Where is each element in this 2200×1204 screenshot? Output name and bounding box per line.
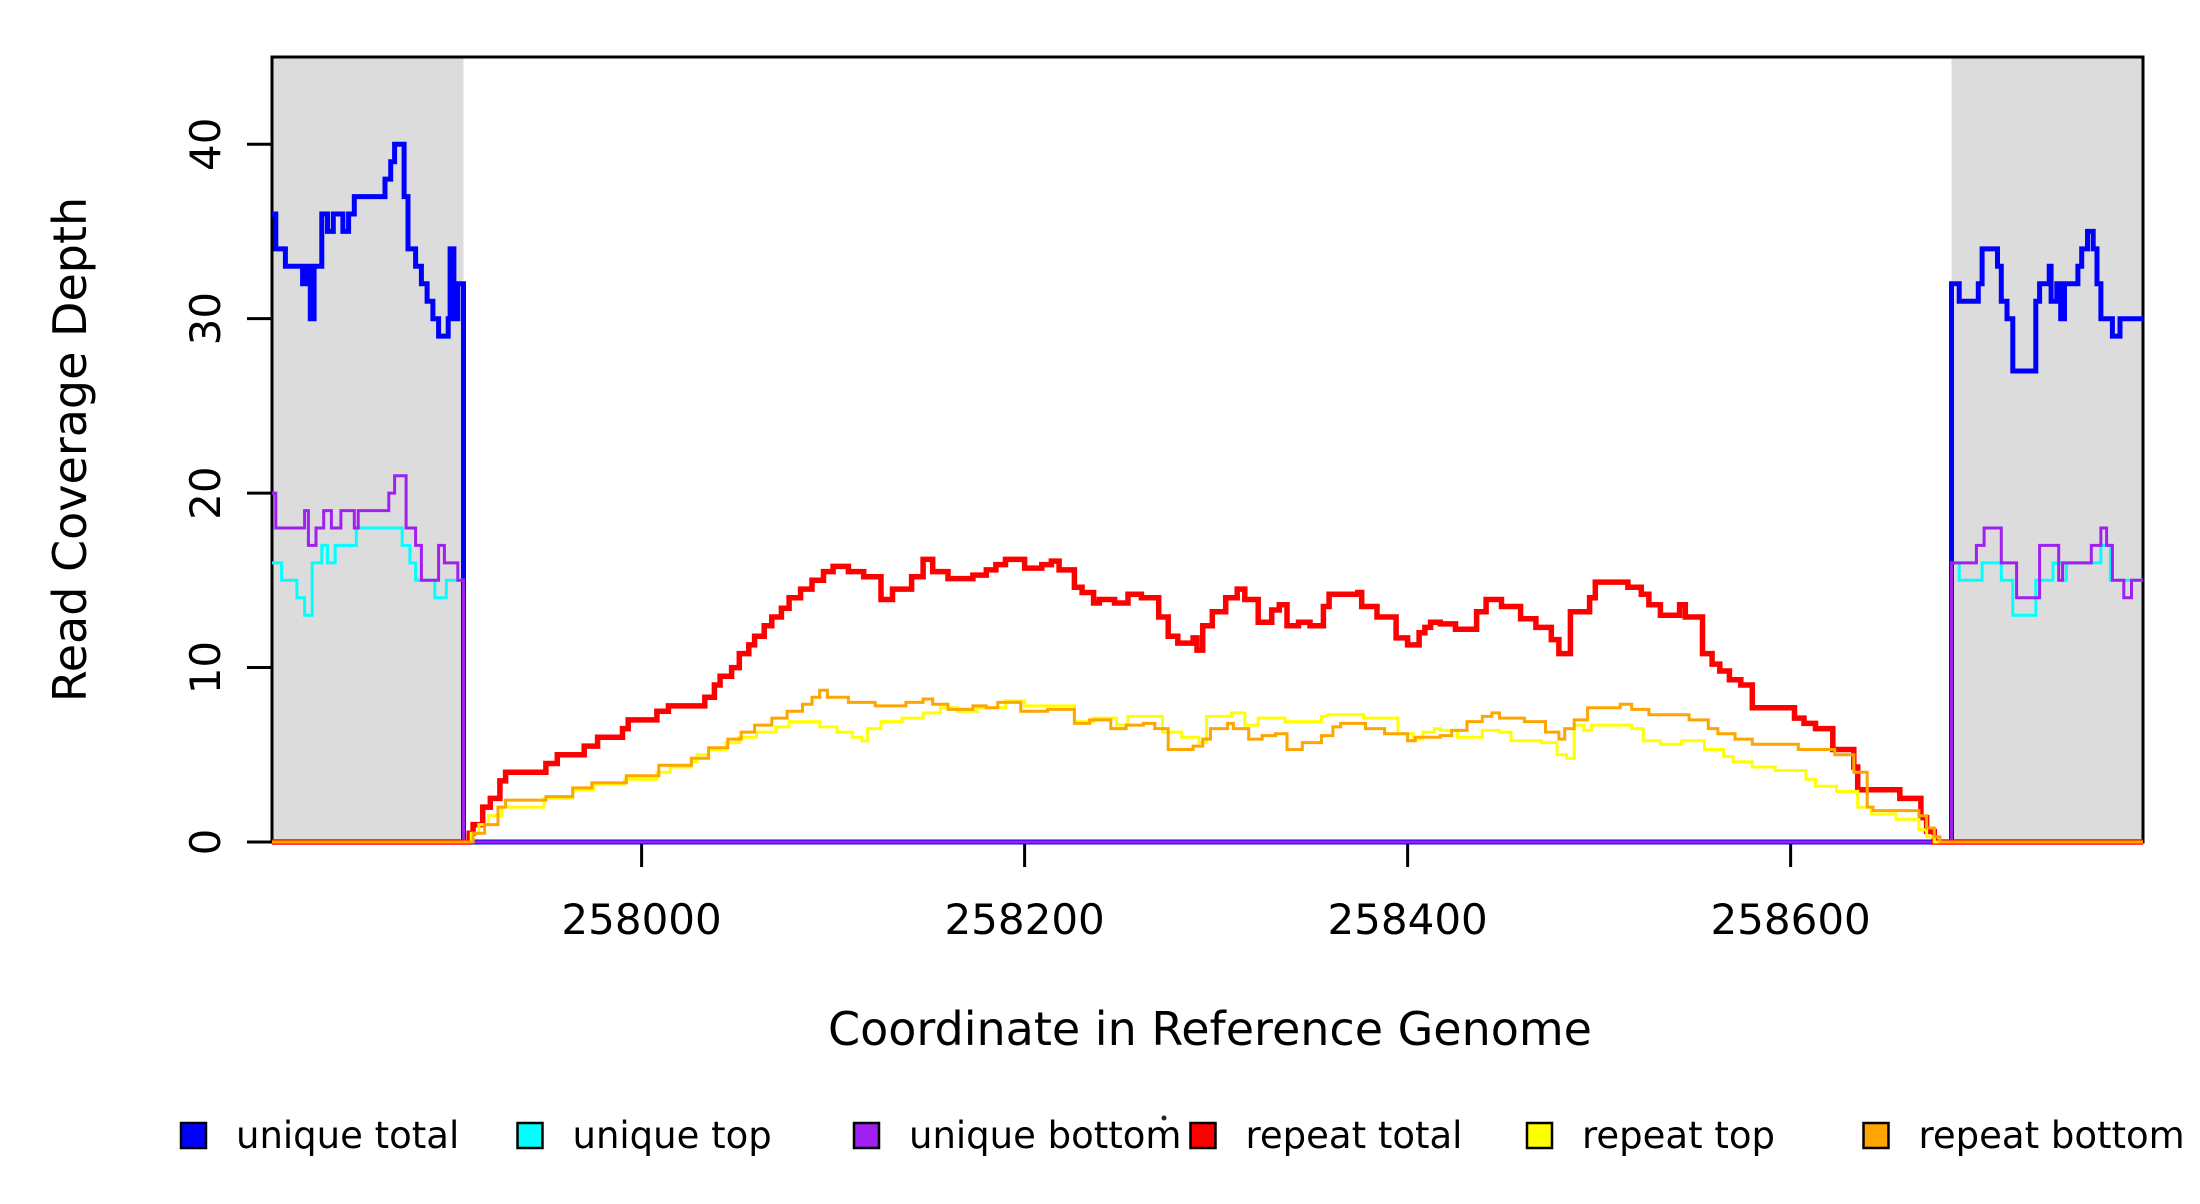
legend-label: repeat top — [1582, 1114, 1775, 1157]
legend-label: repeat bottom — [1919, 1114, 2185, 1157]
x-axis-title: Coordinate in Reference Genome — [828, 1002, 1592, 1056]
y-tick-label: 20 — [181, 466, 230, 519]
legend-label: unique total — [236, 1114, 459, 1157]
y-tick-label: 30 — [181, 292, 230, 345]
shaded-band-0 — [272, 57, 464, 842]
legend-swatch-unique-top — [516, 1121, 544, 1150]
legend-item-unique-top: unique top — [516, 1114, 772, 1157]
x-tick-label: 258400 — [1327, 895, 1487, 944]
y-axis-title: Read Coverage Depth — [43, 197, 97, 702]
legend-label: unique top — [573, 1114, 772, 1157]
series-repeat-top — [272, 699, 2143, 844]
x-tick-label: 258200 — [944, 895, 1104, 944]
legend-swatch-repeat-top — [1525, 1121, 1554, 1150]
x-tick-label: 258000 — [561, 895, 721, 944]
series-unique-bottom — [272, 474, 2143, 844]
y-tick-label: 0 — [181, 829, 230, 856]
legend-swatch-repeat-bottom — [1862, 1121, 1890, 1150]
legend-item-unique-total: unique total — [179, 1114, 459, 1157]
legend-item-unique-bottom: unique bottom — [852, 1114, 1181, 1157]
legend-label: repeat total — [1246, 1114, 1463, 1157]
series-unique-total — [272, 141, 2143, 845]
legend-item-repeat-top: repeat top — [1525, 1114, 1775, 1157]
legend-swatch-unique-total — [179, 1121, 208, 1150]
legend-label: unique bottom — [909, 1114, 1181, 1157]
legend-swatch-repeat-total — [1189, 1121, 1217, 1150]
y-tick-label: 10 — [181, 641, 230, 694]
legend-swatch-unique-bottom — [852, 1121, 881, 1150]
series-unique-top — [272, 526, 2143, 844]
legend-item-repeat-total: repeat total — [1189, 1114, 1463, 1157]
series-repeat-bottom — [272, 688, 2143, 844]
x-tick-label: 258600 — [1710, 895, 1870, 944]
y-tick-label: 40 — [181, 117, 230, 170]
series-repeat-total — [272, 556, 2143, 845]
legend-item-repeat-bottom: repeat bottom — [1862, 1114, 2185, 1157]
shaded-band-1 — [1951, 57, 2143, 842]
stray-dot-annotation — [1161, 1115, 1167, 1121]
